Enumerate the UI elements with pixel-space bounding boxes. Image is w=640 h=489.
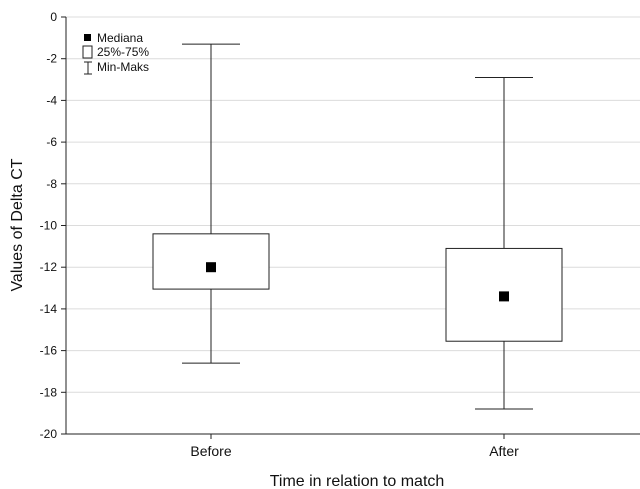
y-tick-label: -14 (40, 302, 58, 316)
y-tick-label: -12 (40, 260, 58, 274)
y-tick-label: -16 (40, 344, 58, 358)
iqr-box (152, 233, 270, 290)
x-tick-label: After (489, 443, 519, 459)
y-axis-title: Values of Delta CT (9, 158, 26, 291)
box-series (152, 43, 563, 410)
y-tick-label: -10 (40, 219, 58, 233)
legend-whisker-label: Min-Maks (97, 60, 149, 74)
legend-box-label: 25%-75% (97, 45, 149, 59)
y-tick-label: -4 (46, 93, 57, 107)
median-marker (499, 291, 509, 302)
median-marker (206, 262, 216, 273)
box-after (445, 76, 563, 410)
box-before (152, 43, 270, 364)
y-tick-label: -6 (46, 135, 57, 149)
y-tick-label: -2 (46, 52, 57, 66)
y-tick-label: 0 (50, 10, 57, 24)
x-axis-title: Time in relation to match (270, 473, 445, 489)
y-tick-label: -8 (46, 177, 57, 191)
legend-box-symbol (82, 45, 93, 59)
legend-median-label: Mediana (97, 31, 143, 45)
y-tick-label: -18 (40, 385, 58, 399)
x-tick-label: Before (190, 443, 231, 459)
x-categories: Before After (190, 434, 519, 459)
y-tick-label: -20 (40, 427, 58, 441)
legend-median-symbol (84, 34, 91, 41)
y-ticks: 0 -2 -4 -6 -8 -10 -12 -14 -16 -18 -20 (40, 10, 66, 441)
